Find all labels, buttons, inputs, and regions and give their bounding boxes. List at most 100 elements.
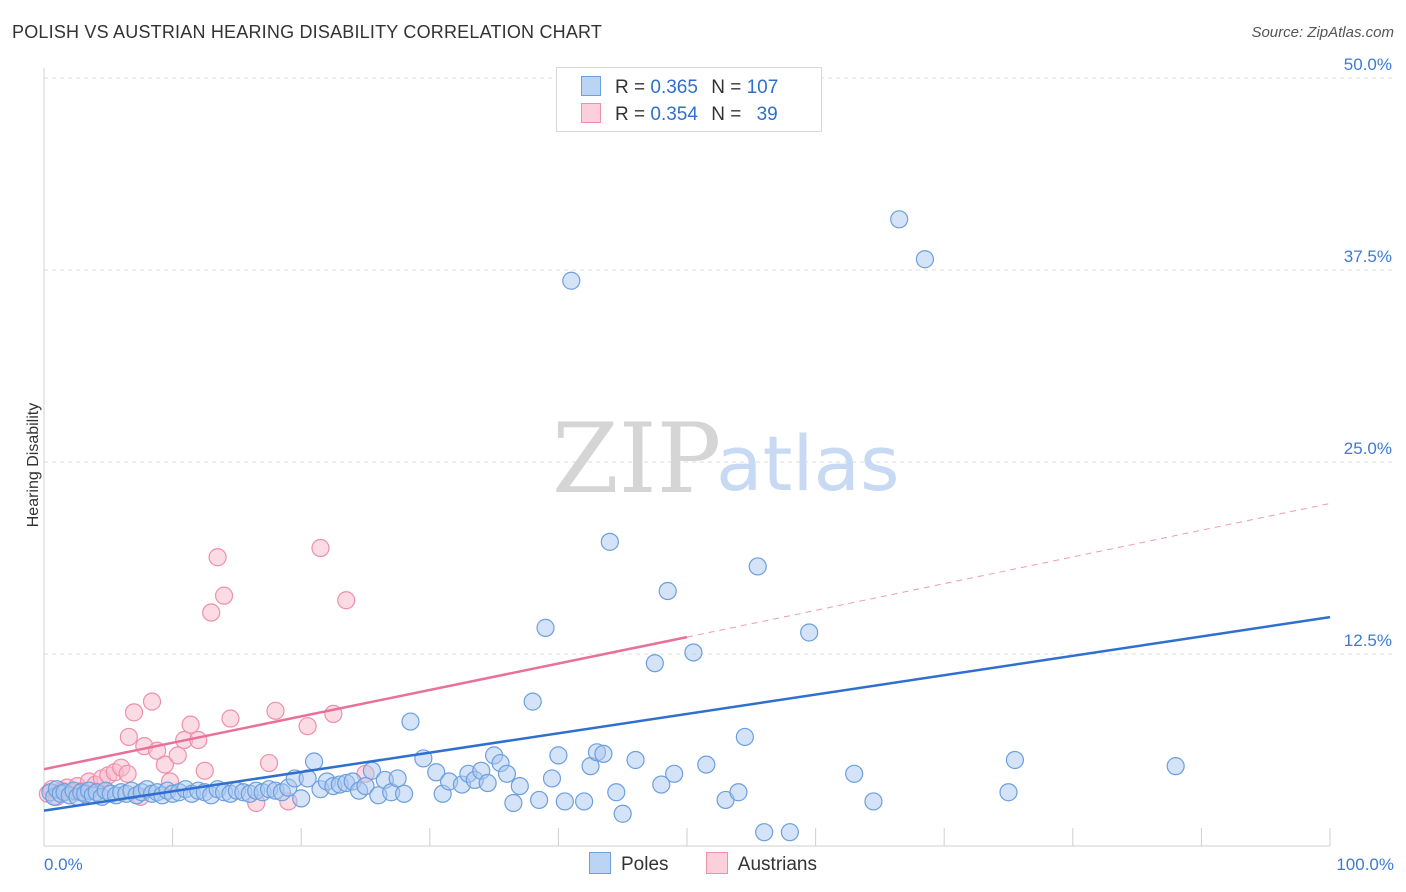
austrians-point <box>311 538 330 558</box>
poles-point <box>530 790 549 810</box>
poles-point <box>755 823 774 842</box>
legend: R = 0.365 N = 107 R = 0.354 N = 39 <box>556 67 822 132</box>
poles-point <box>613 804 632 823</box>
legend-r-value: 0.365 <box>650 77 698 98</box>
austrians-point <box>259 753 279 773</box>
austrians-series <box>38 538 375 813</box>
poles-label: Poles <box>620 854 669 875</box>
poles-point <box>607 783 626 802</box>
poles-point <box>1005 750 1025 770</box>
legend-n-label: N = <box>711 104 742 125</box>
tick-labels: 12.5% 25.0% 37.5% 50.0% 0.0% 100.0% <box>44 55 1394 874</box>
poles-point <box>555 792 574 811</box>
poles-point <box>594 744 613 763</box>
austrians-point <box>119 727 138 747</box>
austrians-point <box>118 764 137 783</box>
austrians-label: Austrians <box>737 854 817 875</box>
watermark-zip: ZIP <box>552 403 721 515</box>
poles-point <box>478 773 497 793</box>
austrians-point <box>181 715 200 734</box>
poles-swatch <box>588 852 611 874</box>
austrians-point <box>221 709 240 728</box>
poles-point <box>356 776 375 796</box>
austrians-point <box>195 761 214 780</box>
austrians-point <box>337 591 356 610</box>
legend-r-label: R = <box>615 104 646 125</box>
axes <box>43 68 1331 847</box>
poles-series <box>41 210 1185 842</box>
poles-point <box>575 792 594 811</box>
poles-point <box>864 792 883 811</box>
legend-n-label: N = <box>711 77 742 98</box>
poles-point <box>510 776 529 796</box>
austrians-trend-extension <box>686 502 1331 638</box>
trend-lines <box>43 502 1331 812</box>
legend-n-value: 107 <box>746 77 779 98</box>
y-tick-label: 50.0% <box>1344 55 1392 74</box>
poles-point <box>684 643 703 662</box>
austrians-point <box>202 603 221 622</box>
poles-point <box>748 557 767 576</box>
bottom-legend: Poles Austrians <box>0 852 1406 876</box>
poles-point <box>626 750 645 770</box>
poles-point <box>600 532 619 551</box>
poles-point <box>800 623 819 642</box>
austrians-point <box>214 586 234 605</box>
poles-point <box>665 764 684 783</box>
austrians-point <box>298 717 317 736</box>
poles-point <box>890 210 909 229</box>
y-tick-label: 12.5% <box>1344 631 1392 650</box>
austrians-point <box>266 701 285 720</box>
poles-point <box>999 783 1018 802</box>
austrians-point <box>142 692 162 711</box>
poles-point <box>915 250 935 269</box>
poles-point <box>697 755 716 774</box>
poles-point <box>388 769 407 788</box>
poles-point <box>562 271 581 290</box>
poles-point <box>1166 757 1185 776</box>
poles-point <box>652 775 671 794</box>
poles-point <box>536 618 555 637</box>
x-tick-label: 100.0% <box>1336 855 1394 874</box>
legend-row-poles: R = 0.365 N = 107 <box>581 76 778 99</box>
legend-r-value: 0.354 <box>650 104 698 125</box>
austrians-point <box>155 755 174 774</box>
y-tick-label: 25.0% <box>1344 439 1392 458</box>
chart-title: POLISH VS AUSTRIAN HEARING DISABILITY CO… <box>12 22 603 42</box>
austrians-point <box>208 548 227 567</box>
austrians-point <box>124 703 144 722</box>
poles-trend-line <box>43 615 1331 812</box>
poles-point <box>542 769 562 788</box>
austrians-trend-line <box>43 635 688 771</box>
legend-n-value: 39 <box>756 104 778 125</box>
poles-point <box>292 789 311 808</box>
bottom-legend-poles: Poles <box>588 852 669 876</box>
poles-point <box>401 712 420 731</box>
austrians-swatch <box>581 103 601 123</box>
x-tick-label: 0.0% <box>44 855 83 874</box>
poles-point <box>780 823 799 842</box>
poles-point <box>427 763 446 782</box>
poles-point <box>523 692 542 711</box>
austrians-swatch <box>705 852 728 874</box>
poles-point <box>735 727 754 747</box>
poles-point <box>504 793 523 813</box>
poles-point <box>549 746 568 765</box>
watermark: ZIP atlas <box>552 403 900 515</box>
poles-point <box>645 654 664 673</box>
bottom-legend-austrians: Austrians <box>705 852 817 876</box>
austrians-point <box>189 730 208 750</box>
poles-point <box>729 783 748 802</box>
legend-row-austrians: R = 0.354 N = 39 <box>581 103 778 126</box>
poles-swatch <box>581 76 601 96</box>
poles-point <box>304 752 324 771</box>
poles-point <box>658 581 677 601</box>
austrians-point <box>168 746 187 765</box>
gridlines <box>44 77 1392 655</box>
source-label: Source: ZipAtlas.com <box>1251 24 1394 41</box>
poles-point <box>497 764 517 783</box>
poles-point <box>845 764 864 783</box>
poles-point <box>394 784 414 803</box>
y-tick-label: 37.5% <box>1344 247 1392 266</box>
